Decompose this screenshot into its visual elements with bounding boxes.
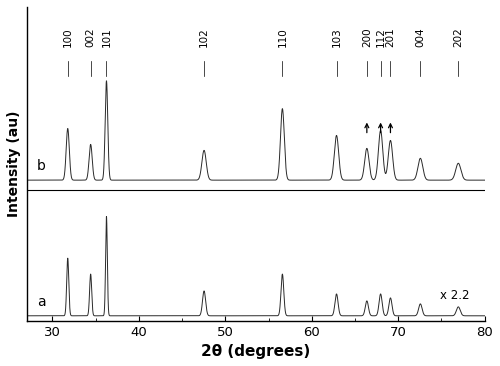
Text: 103: 103: [332, 27, 342, 47]
Text: x 2.2: x 2.2: [440, 289, 469, 302]
Text: 102: 102: [199, 27, 209, 47]
Text: 202: 202: [454, 27, 464, 47]
Text: 110: 110: [278, 27, 287, 47]
Text: b: b: [37, 159, 46, 173]
Text: 112: 112: [376, 27, 386, 48]
Text: 200: 200: [362, 27, 372, 47]
Text: 100: 100: [62, 27, 72, 47]
Text: a: a: [37, 295, 46, 309]
Text: 002: 002: [86, 27, 96, 47]
Text: 201: 201: [386, 27, 396, 47]
Y-axis label: Intensity (au): Intensity (au): [7, 111, 21, 217]
Text: 101: 101: [102, 27, 112, 47]
Text: 004: 004: [416, 27, 426, 47]
X-axis label: 2θ (degrees): 2θ (degrees): [201, 344, 310, 359]
